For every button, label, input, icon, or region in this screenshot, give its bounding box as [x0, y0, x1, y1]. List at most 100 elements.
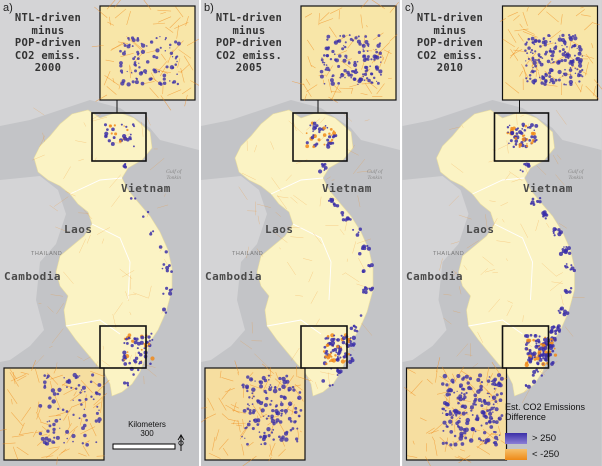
- emission-dot: [538, 345, 540, 348]
- inset-dot: [94, 419, 99, 423]
- inset-dot: [269, 384, 272, 386]
- inset-dot: [459, 431, 464, 436]
- inset-dot: [138, 71, 144, 76]
- inset-dot: [275, 404, 278, 407]
- inset-dot: [463, 393, 466, 396]
- inset-road: [49, 380, 53, 390]
- inset-dot: [331, 75, 333, 78]
- emission-dot: [335, 204, 340, 208]
- inset-dot: [372, 76, 376, 80]
- road-trace: [551, 281, 564, 284]
- emission-dot: [334, 354, 337, 357]
- inset-road: [305, 78, 311, 86]
- inset-dot: [98, 409, 100, 411]
- emission-dot: [134, 356, 139, 361]
- emission-dot: [536, 370, 540, 373]
- inset-road: [11, 435, 24, 438]
- inset-dot: [320, 58, 324, 62]
- emission-dot: [341, 218, 346, 222]
- inset-dot: [265, 396, 269, 401]
- emission-dot: [168, 291, 173, 296]
- inset-road: [242, 419, 245, 429]
- inset-dot: [95, 441, 98, 444]
- emission-dot: [318, 169, 323, 174]
- inset-road: [262, 379, 270, 392]
- emission-dot: [510, 130, 515, 135]
- emission-dot: [524, 343, 528, 346]
- inset-dot: [567, 33, 571, 37]
- emission-dot: [521, 170, 524, 173]
- inset-road: [493, 387, 497, 394]
- inset-dot: [453, 434, 457, 438]
- inset-road: [507, 29, 517, 43]
- inset-dot: [321, 57, 323, 59]
- emission-dot: [336, 338, 339, 341]
- inset-dot: [560, 37, 566, 43]
- road-trace: [458, 286, 462, 295]
- emission-dot: [330, 333, 335, 338]
- inset-dot: [248, 411, 252, 415]
- inset-road: [91, 45, 104, 48]
- inset-dot: [532, 60, 537, 65]
- inset-road: [328, 96, 338, 103]
- inset-road: [517, 33, 524, 42]
- emission-dot: [164, 250, 168, 254]
- inset-dot: [92, 398, 95, 401]
- emission-dot: [362, 290, 365, 294]
- emission-dot: [328, 342, 332, 346]
- inset-dot: [451, 381, 455, 384]
- road-trace: [504, 172, 511, 181]
- emission-dot: [518, 143, 523, 147]
- inset-dot: [65, 410, 69, 413]
- emission-dot: [544, 359, 547, 362]
- inset-road: [237, 419, 241, 433]
- inset-dot: [259, 384, 264, 389]
- road-trace: [560, 294, 564, 306]
- inset-dot: [263, 389, 267, 393]
- inset-dot: [539, 45, 542, 48]
- road-trace: [308, 271, 314, 283]
- emission-dot: [125, 342, 129, 345]
- road-trace: [344, 272, 360, 283]
- inset-dot: [61, 408, 65, 412]
- label-thailand: THAILAND: [31, 251, 63, 257]
- emission-dot: [544, 350, 548, 354]
- inset-dot: [145, 60, 150, 64]
- road-trace: [521, 388, 531, 404]
- inset-dot: [460, 392, 463, 395]
- inset-dot: [297, 414, 301, 418]
- road-trace: [113, 302, 123, 315]
- emission-dot: [528, 359, 533, 364]
- emission-dot: [515, 132, 519, 135]
- emission-dot: [326, 138, 330, 142]
- emission-dot: [538, 357, 543, 362]
- inset-dot: [376, 80, 378, 82]
- inset-dot: [561, 52, 566, 57]
- inset-road: [183, 55, 194, 71]
- road-trace: [489, 200, 496, 202]
- inset-dot: [52, 427, 56, 432]
- emission-dot: [133, 340, 138, 345]
- inset-dot: [573, 36, 578, 41]
- emission-dot: [515, 128, 518, 131]
- emission-dot: [549, 329, 552, 332]
- focus-box-north: [292, 112, 348, 162]
- emission-dot: [525, 385, 528, 388]
- emission-dot: [532, 338, 535, 342]
- inset-dot: [251, 392, 254, 395]
- emission-dot: [350, 356, 354, 360]
- emission-dot: [533, 129, 536, 131]
- inset-dot: [445, 441, 448, 445]
- emission-dot: [330, 138, 334, 142]
- inset-dot: [96, 405, 99, 408]
- inset-dot: [289, 428, 293, 432]
- inset-dot: [492, 403, 495, 406]
- inset-dot: [339, 76, 342, 79]
- inset-dot: [379, 73, 382, 76]
- inset-dot: [287, 389, 291, 392]
- emission-dot: [312, 145, 316, 149]
- inset-dot: [527, 37, 531, 41]
- inset-dot: [246, 407, 250, 411]
- title-line: minus: [232, 24, 266, 37]
- inset-dot: [554, 78, 558, 82]
